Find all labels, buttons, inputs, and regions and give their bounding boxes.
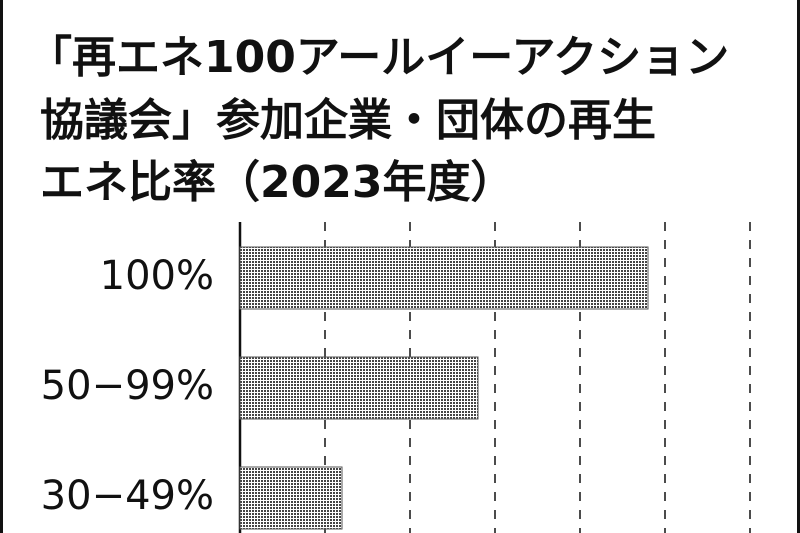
y-tick-label: 100% [100, 253, 214, 299]
y-tick-label: 30−49% [41, 473, 214, 519]
chart-title: 「再エネ100アールイーアクション [28, 32, 729, 83]
y-tick-label: 50−99% [41, 363, 214, 409]
bar [239, 246, 649, 310]
chart-title: 協議会」参加企業・団体の再生 [40, 95, 656, 146]
bar [239, 466, 343, 530]
bar [239, 356, 479, 420]
chart-title: エネ比率（2023年度） [40, 157, 514, 208]
